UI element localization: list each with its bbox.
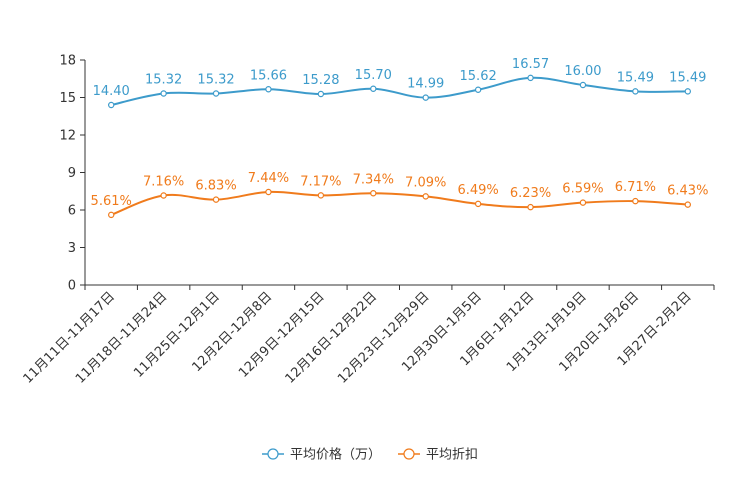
series-1-point[interactable]: [684, 201, 691, 208]
series-1-data-label: 6.23%: [510, 186, 551, 201]
x-tick-label: 12月23日-12月29日: [335, 289, 432, 386]
legend-label: 平均价格（万）: [290, 447, 381, 463]
series-0-point[interactable]: [265, 86, 272, 93]
y-tick-label: 18: [59, 54, 76, 69]
y-tick-label: 12: [59, 129, 76, 144]
series-0-data-label: 14.99: [407, 77, 444, 92]
x-tick-label: 11月18日-11月24日: [73, 289, 170, 386]
series-1-data-label: 7.17%: [300, 174, 341, 189]
series-layer: [108, 74, 691, 219]
series-1-data-label: 5.61%: [91, 194, 132, 209]
legend-marker-icon: [403, 448, 415, 460]
series-0-data-label: 15.62: [460, 69, 497, 84]
series-1-point[interactable]: [370, 190, 377, 197]
series-1-point[interactable]: [317, 192, 325, 199]
series-0-point[interactable]: [579, 81, 587, 89]
series-0-point[interactable]: [527, 74, 534, 82]
y-tick-label: 6: [68, 204, 76, 219]
series-1-point[interactable]: [632, 197, 639, 205]
series-line-1: [110, 190, 688, 216]
series-0-data-label: 15.32: [197, 73, 234, 88]
x-tick-label: 11月11日-11月17日: [21, 289, 118, 386]
series-0-point[interactable]: [474, 86, 482, 93]
legend-item-1[interactable]: 平均折扣: [398, 448, 478, 463]
series-0-data-label: 14.40: [93, 84, 130, 99]
series-0-data-label: 15.49: [617, 70, 654, 85]
series-0-data-label: 15.49: [669, 70, 706, 85]
series-1-data-label: 6.59%: [562, 182, 603, 197]
series-1-point[interactable]: [474, 200, 482, 208]
series-line-0: [110, 76, 688, 106]
series-0-point[interactable]: [212, 90, 220, 97]
y-tick-label: 15: [59, 91, 76, 106]
series-1-data-label: 7.16%: [143, 175, 184, 190]
series-1-point[interactable]: [265, 188, 272, 196]
legend-item-0[interactable]: 平均价格（万）: [262, 447, 381, 463]
series-0-data-label: 15.66: [250, 68, 287, 83]
legend-label: 平均折扣: [426, 448, 478, 463]
y-tick-label: 0: [68, 279, 76, 294]
series-1-data-label: 6.43%: [667, 184, 708, 199]
series-1-point[interactable]: [160, 192, 167, 199]
series-1-point[interactable]: [579, 199, 587, 206]
series-0-data-label: 15.28: [302, 73, 339, 88]
series-0-data-label: 16.00: [564, 64, 601, 79]
series-0-data-label: 16.57: [512, 57, 549, 72]
series-1-point[interactable]: [212, 196, 220, 203]
x-tick-label: 12月16日-12月22日: [283, 289, 380, 386]
legend[interactable]: 平均价格（万） 平均折扣: [262, 447, 478, 463]
y-tick-label: 3: [68, 241, 76, 256]
series-1-data-label: 6.71%: [615, 180, 656, 195]
series-0-point[interactable]: [317, 90, 325, 98]
series-0-data-label: 15.32: [145, 73, 182, 88]
axes: 036912151811月11日-11月17日11月18日-11月24日11月2…: [21, 54, 715, 387]
series-1-data-label: 6.83%: [195, 179, 236, 194]
series-0-point[interactable]: [684, 88, 691, 95]
series-1-point[interactable]: [527, 203, 534, 211]
series-0-point[interactable]: [370, 85, 377, 92]
series-0-point[interactable]: [160, 90, 167, 97]
series-1-data-label: 7.34%: [353, 172, 394, 187]
series-1-point[interactable]: [108, 211, 115, 219]
series-0-point[interactable]: [422, 94, 429, 101]
series-0-point[interactable]: [108, 101, 115, 109]
legend-marker-icon: [267, 448, 279, 460]
series-0-data-label: 15.70: [355, 68, 392, 83]
series-1-point[interactable]: [422, 193, 429, 200]
series-1-data-label: 7.44%: [248, 171, 289, 186]
series-1-data-label: 7.09%: [405, 175, 446, 190]
series-1-data-label: 6.49%: [457, 183, 498, 198]
series-0-point[interactable]: [632, 88, 639, 95]
data-labels-layer: 14.40 15.32 15.32 15.66 15.28 15.70 14.99 15.62…: [91, 57, 709, 209]
y-tick-label: 9: [68, 166, 76, 181]
